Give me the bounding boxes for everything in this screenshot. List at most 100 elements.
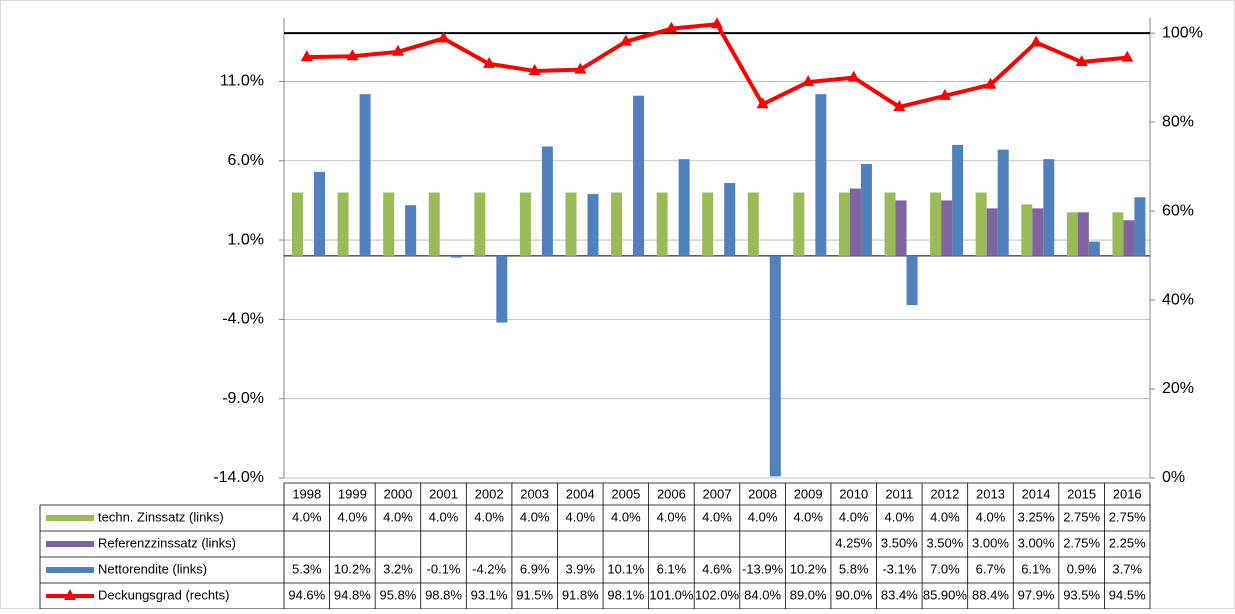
- table-value: 3.7%: [1112, 561, 1142, 576]
- x-tick-label: 2011: [885, 486, 913, 501]
- bar: [678, 159, 690, 256]
- bar: [496, 255, 508, 323]
- legend-label: Nettorendite (links): [98, 561, 207, 576]
- bar: [724, 182, 736, 256]
- legend-label: Deckungsgrad (rechts): [98, 587, 230, 602]
- bar: [519, 192, 531, 256]
- table-value: 89.0%: [790, 587, 827, 602]
- bar: [1032, 208, 1044, 256]
- legend-swatch: [46, 567, 94, 573]
- table-value: 4.0%: [611, 509, 641, 524]
- table-value: 98.8%: [425, 587, 462, 602]
- table-value: 10.2%: [334, 561, 371, 576]
- bar: [849, 188, 861, 256]
- legend-swatch: [46, 515, 94, 521]
- table-value: 101.0%: [649, 587, 694, 602]
- bar: [1112, 212, 1124, 256]
- marker: [300, 50, 313, 62]
- table-value: 102.0%: [695, 587, 740, 602]
- table-value: 4.0%: [383, 509, 413, 524]
- table-value: 6.1%: [1021, 561, 1051, 576]
- legend-marker: [64, 589, 76, 600]
- marker: [847, 70, 860, 82]
- bar: [1123, 220, 1135, 256]
- table-value: 2.75%: [1063, 535, 1100, 550]
- table-value: 10.1%: [607, 561, 644, 576]
- bar: [986, 208, 998, 256]
- marker: [574, 62, 587, 74]
- bar: [997, 149, 1009, 256]
- marker: [483, 56, 496, 68]
- y2-tick-label: 100%: [1162, 24, 1203, 41]
- table-value: 0.9%: [1067, 561, 1097, 576]
- bar: [930, 192, 942, 256]
- table-value: -3.1%: [882, 561, 916, 576]
- table-value: 91.5%: [516, 587, 553, 602]
- y2-tick-label: 60%: [1162, 202, 1194, 219]
- bar: [793, 192, 805, 256]
- x-tick-label: 2007: [703, 486, 732, 501]
- x-tick-label: 2014: [1022, 486, 1051, 501]
- bar: [292, 192, 303, 256]
- bar: [702, 192, 714, 256]
- bar: [975, 192, 987, 256]
- bar: [1077, 212, 1089, 256]
- marker: [756, 97, 769, 109]
- marker: [391, 44, 404, 56]
- bar: [952, 144, 964, 256]
- bar: [941, 200, 953, 256]
- table-value: 3.9%: [565, 561, 595, 576]
- bar: [428, 192, 440, 256]
- table-value: 93.1%: [471, 587, 508, 602]
- x-tick-label: 2015: [1067, 486, 1096, 501]
- table-value: 4.0%: [292, 509, 322, 524]
- bar: [541, 146, 553, 256]
- bar: [565, 192, 577, 256]
- table-value: 4.0%: [793, 509, 823, 524]
- table-value: -0.1%: [427, 561, 461, 576]
- x-tick-label: 1999: [338, 486, 367, 501]
- bar: [815, 94, 827, 256]
- y2-tick-label: 0%: [1162, 469, 1185, 486]
- table-value: 6.1%: [657, 561, 687, 576]
- table-value: 3.50%: [926, 535, 963, 550]
- bar: [884, 192, 896, 256]
- table-value: 90.0%: [835, 587, 872, 602]
- bar: [1088, 241, 1100, 256]
- marker: [619, 34, 632, 46]
- bar: [633, 95, 645, 256]
- bar: [769, 255, 781, 477]
- bar: [474, 192, 486, 256]
- table-value: 4.0%: [748, 509, 778, 524]
- table-value: 5.3%: [292, 561, 322, 576]
- y-tick-label: -9.0%: [222, 390, 264, 407]
- legend-label: Referenzzinssatz (links): [98, 535, 236, 550]
- y2-tick-label: 80%: [1162, 113, 1194, 130]
- table-value: 3.2%: [383, 561, 413, 576]
- bar: [1043, 159, 1055, 256]
- table-value: 91.8%: [562, 587, 599, 602]
- table-value: 4.25%: [835, 535, 872, 550]
- marker: [711, 17, 723, 29]
- bar: [611, 192, 623, 256]
- x-tick-label: 2010: [839, 486, 868, 501]
- y2-tick-label: 20%: [1162, 380, 1194, 397]
- table-value: 4.0%: [657, 509, 687, 524]
- table-value: 4.0%: [474, 509, 504, 524]
- table-value: 94.5%: [1109, 587, 1146, 602]
- bar: [1021, 204, 1033, 256]
- table-value: 2.75%: [1109, 509, 1146, 524]
- table-value: 3.25%: [1018, 509, 1055, 524]
- table-value: 4.0%: [884, 509, 914, 524]
- marker: [437, 31, 450, 43]
- table-value: 95.8%: [380, 587, 417, 602]
- bar: [656, 192, 668, 256]
- bar: [895, 200, 907, 256]
- table-value: 83.4%: [881, 587, 918, 602]
- y-tick-label: -14.0%: [213, 469, 264, 486]
- table-value: 88.4%: [972, 587, 1009, 602]
- bar: [337, 192, 349, 256]
- marker: [938, 88, 951, 100]
